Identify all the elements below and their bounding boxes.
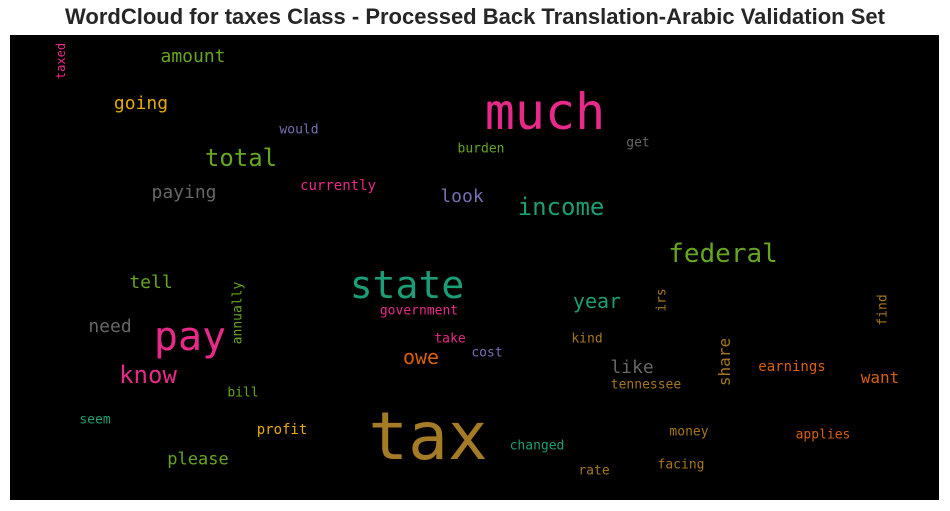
- word-pay: pay: [153, 314, 227, 360]
- word-profit: profit: [256, 422, 308, 438]
- word-paying: paying: [151, 182, 217, 203]
- word-need: need: [88, 316, 132, 337]
- word-money: money: [669, 424, 709, 440]
- word-total: total: [204, 144, 278, 172]
- word-facing: facing: [657, 457, 705, 473]
- word-please: please: [167, 449, 229, 470]
- word-look: look: [440, 186, 484, 207]
- word-irs: irs: [654, 288, 670, 312]
- word-going: going: [113, 93, 169, 114]
- word-state: state: [349, 263, 465, 307]
- word-income: income: [517, 193, 605, 221]
- word-rate: rate: [578, 463, 610, 479]
- word-bill: bill: [227, 385, 259, 401]
- word-share: share: [715, 337, 734, 387]
- word-changed: changed: [509, 438, 565, 454]
- wordcloud-canvas: tax much state pay federal income total know owe…: [10, 35, 939, 500]
- word-government: government: [379, 303, 459, 319]
- word-would: would: [279, 122, 319, 138]
- word-want: want: [860, 368, 900, 387]
- word-much: much: [484, 83, 606, 141]
- word-tell: tell: [129, 272, 173, 293]
- chart-title: WordCloud for taxes Class - Processed Ba…: [65, 4, 885, 29]
- word-owe: owe: [402, 345, 440, 369]
- word-like: like: [610, 357, 654, 378]
- word-get: get: [626, 135, 650, 151]
- word-currently: currently: [300, 178, 376, 194]
- word-year: year: [572, 289, 622, 313]
- word-taxed: taxed: [54, 42, 68, 80]
- word-tax: tax: [368, 398, 488, 475]
- word-know: know: [119, 361, 177, 389]
- word-applies: applies: [795, 427, 851, 443]
- word-find: find: [875, 294, 891, 326]
- word-tennessee: tennessee: [610, 377, 682, 393]
- word-take: take: [434, 331, 466, 347]
- word-kind: kind: [571, 331, 603, 347]
- word-seem: seem: [79, 412, 111, 428]
- word-cost: cost: [471, 345, 503, 361]
- word-burden: burden: [457, 141, 505, 157]
- word-federal: federal: [668, 239, 778, 269]
- word-amount: amount: [160, 46, 226, 67]
- word-annually: annually: [230, 281, 246, 345]
- word-earnings: earnings: [758, 359, 826, 375]
